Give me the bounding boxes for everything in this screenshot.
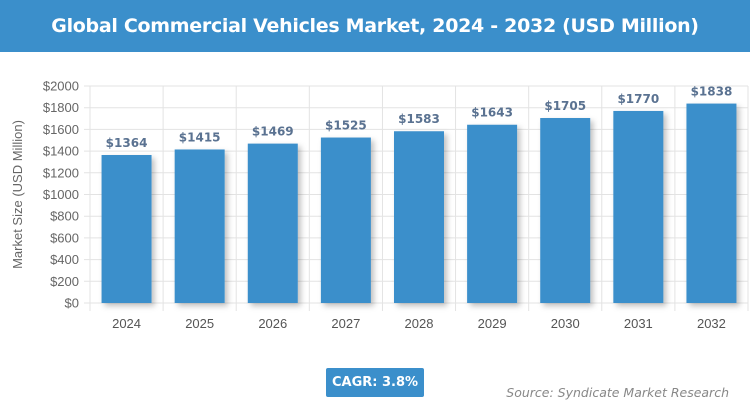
y-tick-label: $1000 [43,187,79,202]
x-tick-label: 2024 [112,316,141,331]
bar-2030 [540,118,591,303]
y-axis-label: Market Size (USD Million) [10,120,25,269]
y-tick-label: $1600 [43,122,79,137]
y-tick-label: $2000 [43,79,79,94]
data-label: $1469 [252,125,294,139]
chart-title: Global Commercial Vehicles Market, 2024 … [0,0,750,52]
cagr-badge: CAGR: 3.8% [326,368,424,397]
y-tick-label: $200 [50,274,79,289]
data-label: $1838 [691,85,733,99]
y-tick-label: $600 [50,230,79,245]
y-tick-label: $400 [50,252,79,267]
bar-2025 [174,149,225,303]
y-tick-label: $0 [65,296,79,311]
y-tick-label: $1800 [43,100,79,115]
bar-2026 [247,143,298,303]
y-tick-label: $1400 [43,144,79,159]
x-tick-label: 2032 [697,316,726,331]
x-tick-label: 2027 [331,316,360,331]
x-tick-label: 2030 [551,316,580,331]
x-tick-label: 2025 [185,316,214,331]
x-tick-label: 2031 [624,316,653,331]
bar-2031 [613,110,664,303]
y-tick-label: $1200 [43,165,79,180]
data-label: $1525 [325,119,367,133]
data-label: $1705 [544,99,586,113]
bar-2024 [101,155,152,303]
bar-2029 [467,124,518,303]
x-tick-label: 2026 [258,316,287,331]
data-label: $1364 [106,136,148,150]
x-tick-label: 2029 [478,316,507,331]
y-tick-label: $800 [50,209,79,224]
bar-2032 [686,103,737,304]
bar-2028 [394,131,444,303]
source-note: Source: Syndicate Market Research [506,385,729,400]
data-label: $1643 [471,106,513,120]
data-label: $1770 [617,92,659,106]
data-label: $1415 [179,130,221,144]
x-tick-label: 2028 [405,316,434,331]
bar-2027 [320,137,371,303]
data-label: $1583 [398,112,440,126]
